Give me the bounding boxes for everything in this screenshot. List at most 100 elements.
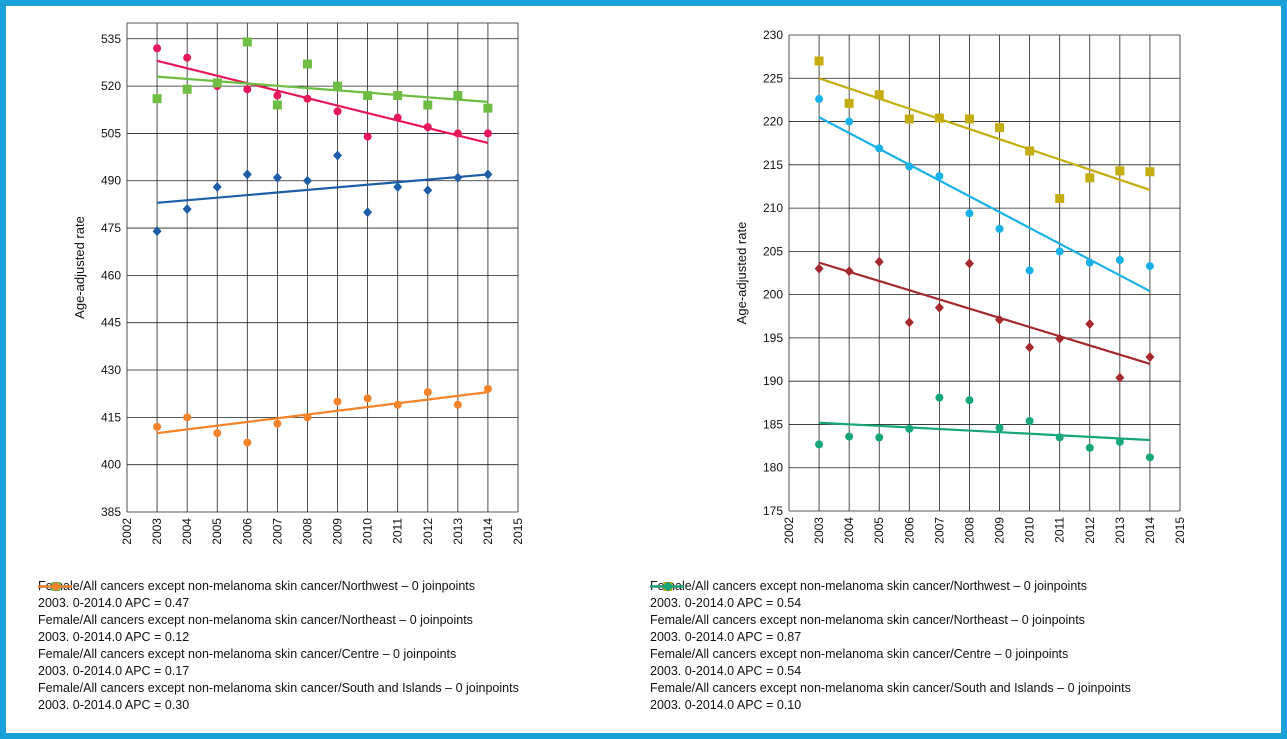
data-point <box>483 169 493 180</box>
y-tick-label: 535 <box>101 32 121 46</box>
trend-line <box>819 421 1150 442</box>
data-point <box>1145 351 1155 362</box>
x-tick-label: 2006 <box>240 518 254 545</box>
data-point <box>1025 146 1035 156</box>
data-point <box>964 114 974 124</box>
data-point <box>303 94 312 103</box>
x-tick-label: 2008 <box>962 517 976 544</box>
x-tick-label: 2009 <box>331 518 345 545</box>
legend-trend-label: 2003. 0-2014.0 APC = 0.17 <box>38 664 190 678</box>
data-point <box>995 423 1004 432</box>
data-point <box>995 224 1004 233</box>
data-point <box>243 438 252 447</box>
data-point <box>453 172 463 183</box>
series-2 <box>815 95 1154 293</box>
y-tick-label: 505 <box>101 126 121 140</box>
data-point <box>303 413 312 422</box>
legend-series-entry: Female/All cancers except non-melanoma s… <box>650 582 1131 629</box>
series-2 <box>152 37 493 113</box>
y-tick-label: 475 <box>101 221 121 235</box>
y-tick-label: 520 <box>101 79 121 93</box>
trend-line <box>818 77 1151 191</box>
legend-trend-entry: 2003. 0-2014.0 APC = 0.10 <box>650 585 1131 714</box>
x-tick-label: 2015 <box>1173 517 1187 544</box>
data-point <box>1025 266 1034 275</box>
x-tick-label: 2003 <box>150 518 164 545</box>
legend-trend-label: 2003. 0-2014.0 APC = 0.47 <box>38 596 190 610</box>
y-tick-label: 230 <box>763 28 783 42</box>
data-point <box>423 185 433 196</box>
y-tick-label: 490 <box>101 174 121 188</box>
y-tick-label: 460 <box>101 268 121 282</box>
x-tick-label: 2003 <box>812 517 826 544</box>
legend-series-entry: Female/All cancers except non-melanoma s… <box>650 578 1131 595</box>
data-point <box>1025 416 1034 425</box>
y-axis-label: Age-adjusted rate <box>72 216 87 319</box>
x-tick-label: 2011 <box>1053 517 1067 543</box>
x-tick-label: 2013 <box>451 518 465 545</box>
data-point <box>272 100 282 110</box>
chart-right: 175 180 185 190 195 200 205 210 215 220 225 230 2002… <box>734 28 1187 544</box>
data-point <box>965 209 974 218</box>
data-point <box>453 129 462 138</box>
x-tick-label: 2007 <box>932 517 946 544</box>
data-point <box>483 129 492 138</box>
data-point <box>333 107 342 116</box>
x-tick-label: 2010 <box>361 518 375 545</box>
x-tick-label: 2005 <box>210 518 224 545</box>
data-point <box>845 432 854 441</box>
x-tick-label: 2008 <box>300 518 314 545</box>
data-point <box>182 84 192 94</box>
legend-trend-entry: 2003. 0-2014.0 APC = 0.54 <box>650 585 1131 612</box>
trend-line <box>156 75 489 103</box>
y-tick-label: 205 <box>763 244 783 258</box>
trend-line <box>818 116 1151 293</box>
y-tick-label: 200 <box>763 288 783 302</box>
y-tick-label: 185 <box>763 417 783 431</box>
data-point <box>875 433 884 442</box>
legend-series-label: Female/All cancers except non-melanoma s… <box>38 681 519 695</box>
data-point <box>393 91 403 101</box>
data-point <box>363 394 372 403</box>
legend-series-entry: Female/All cancers except non-melanoma s… <box>38 581 519 663</box>
data-point <box>815 95 824 104</box>
y-tick-label: 190 <box>763 374 783 388</box>
legend-trend-entry: 2003. 0-2014.0 APC = 0.17 <box>38 585 519 680</box>
data-point <box>423 388 432 397</box>
data-point <box>995 123 1005 133</box>
x-tick-label: 2011 <box>391 518 405 544</box>
data-point <box>1115 256 1124 265</box>
data-point <box>153 44 162 53</box>
x-tick-label: 2005 <box>872 517 886 544</box>
data-point <box>242 169 252 180</box>
data-point <box>1085 443 1094 452</box>
legend-series-entry: Female/All cancers except non-melanoma s… <box>38 578 519 595</box>
legend-series-label: Female/All cancers except non-melanoma s… <box>38 613 473 627</box>
y-tick-label: 220 <box>763 115 783 129</box>
trend-line <box>156 59 489 144</box>
x-tick-label: 2007 <box>270 518 284 545</box>
legend-series-label: Female/All cancers except non-melanoma s… <box>38 647 457 661</box>
data-point <box>1115 437 1124 446</box>
data-point <box>965 396 974 405</box>
y-tick-label: 180 <box>763 461 783 475</box>
data-point <box>423 100 433 110</box>
data-point <box>814 263 824 274</box>
legend-series-entry: Female/All cancers except non-melanoma s… <box>38 582 519 629</box>
x-tick-label: 2013 <box>1113 517 1127 544</box>
x-tick-label: 2002 <box>120 518 134 545</box>
legend-trend-label: 2003. 0-2014.0 APC = 0.10 <box>650 698 802 712</box>
data-point <box>453 400 462 409</box>
data-point <box>483 103 493 113</box>
data-point <box>1145 262 1154 271</box>
data-point <box>1115 372 1125 383</box>
y-tick-label: 215 <box>763 158 783 172</box>
data-point <box>874 256 884 267</box>
data-point <box>1085 173 1095 183</box>
data-point <box>393 182 403 193</box>
data-point <box>1145 453 1154 462</box>
data-point <box>272 172 282 183</box>
data-point <box>333 150 343 161</box>
legend-series-label: Female/All cancers except non-melanoma s… <box>650 579 1088 593</box>
